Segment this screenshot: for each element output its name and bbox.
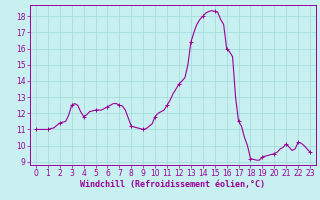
X-axis label: Windchill (Refroidissement éolien,°C): Windchill (Refroidissement éolien,°C) <box>81 180 266 189</box>
